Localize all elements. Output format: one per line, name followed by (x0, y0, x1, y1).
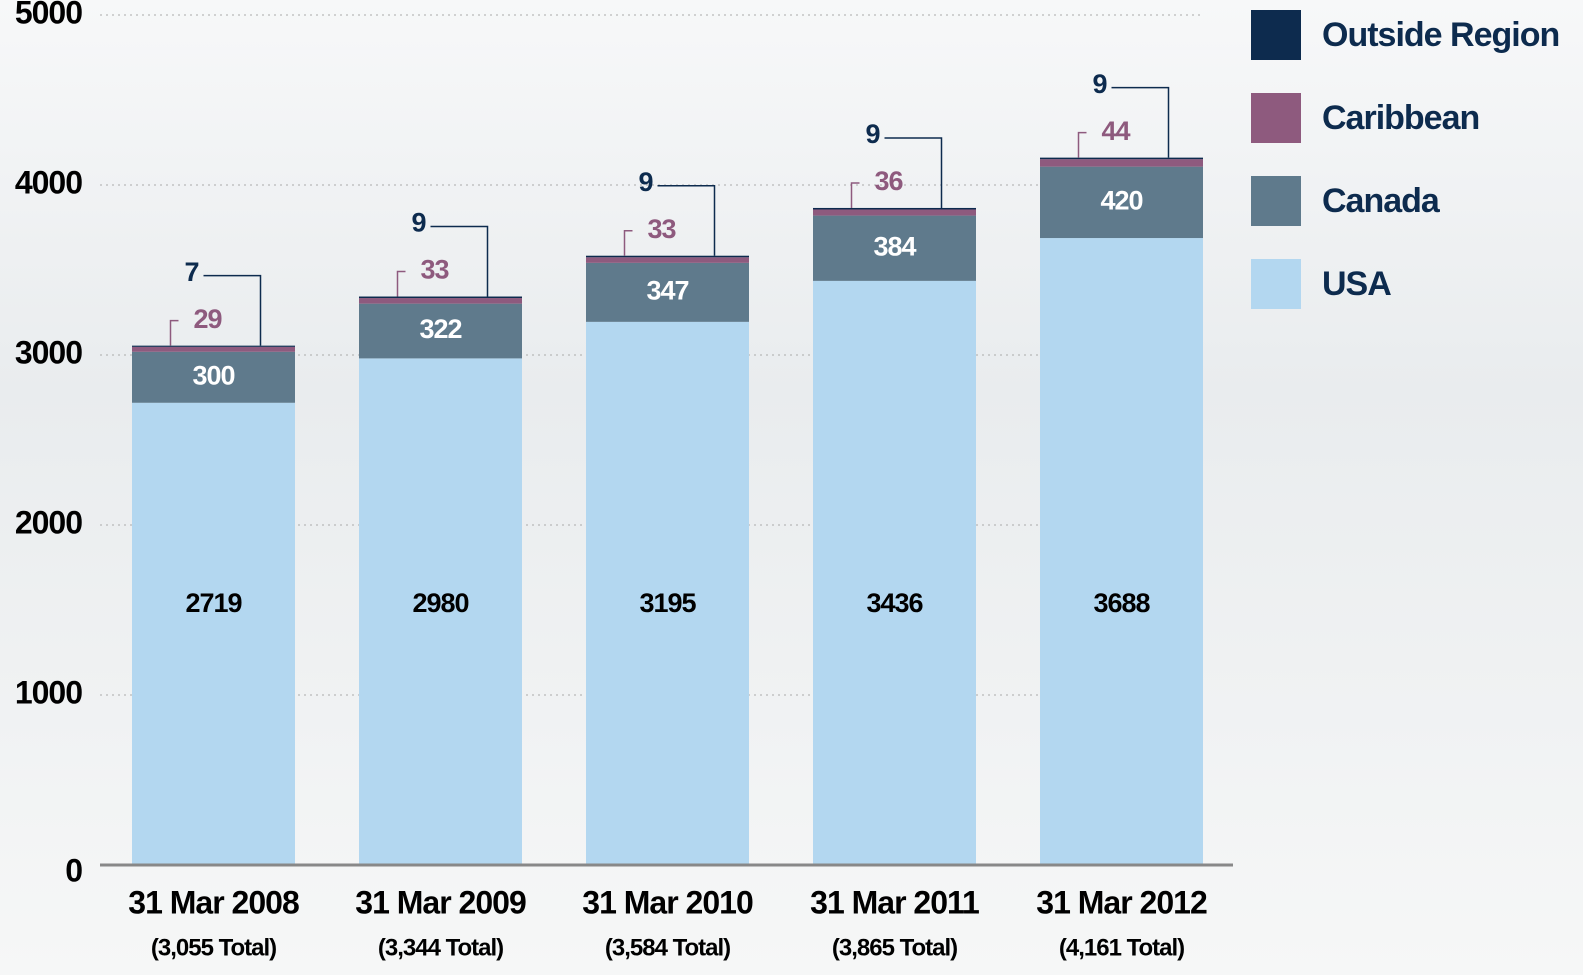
legend-swatch (1251, 176, 1301, 226)
y-tick-label: 3000 (15, 334, 82, 370)
value-label: 3688 (1093, 588, 1150, 618)
value-label: 7 (184, 257, 198, 287)
x-tick-sublabel: (3,584 Total) (605, 934, 730, 961)
legend-swatch (1251, 93, 1301, 143)
x-tick-label: 31 Mar 2010 (582, 884, 753, 920)
value-label: 33 (421, 255, 450, 285)
value-label: 2719 (185, 588, 242, 618)
bar-segment (1040, 238, 1203, 865)
legend-label: USA (1322, 265, 1391, 303)
bar-segment (586, 257, 749, 263)
bar-segment (1040, 158, 1203, 160)
x-tick-sublabel: (3,055 Total) (151, 934, 276, 961)
value-label: 33 (648, 214, 677, 244)
bar-segment (813, 209, 976, 215)
legend-swatch (1251, 10, 1301, 60)
value-label: 36 (875, 166, 904, 196)
value-label: 384 (873, 231, 916, 261)
x-tick-label: 31 Mar 2011 (810, 884, 979, 920)
x-tick-sublabel: (3,865 Total) (832, 934, 957, 961)
value-label: 3195 (639, 588, 696, 618)
legend-label: Caribbean (1322, 99, 1479, 137)
bar-segment (813, 208, 976, 210)
legend-swatch (1251, 259, 1301, 309)
legend-label: Canada (1322, 182, 1441, 220)
value-label: 347 (646, 275, 688, 305)
bar-segment (586, 256, 749, 258)
value-label: 9 (1092, 69, 1107, 99)
value-label: 9 (411, 208, 426, 238)
legend-label: Outside Region (1322, 16, 1559, 54)
y-tick-label: 1000 (15, 674, 82, 710)
value-label: 300 (192, 360, 234, 390)
y-tick-label: 5000 (15, 0, 82, 30)
value-label: 9 (638, 167, 653, 197)
bar-segment (132, 403, 295, 865)
x-tick-sublabel: (3,344 Total) (378, 934, 503, 961)
bar-segment (132, 346, 295, 347)
x-tick-label: 31 Mar 2008 (128, 884, 299, 920)
y-tick-label: 4000 (15, 164, 82, 200)
x-tick-sublabel: (4,161 Total) (1059, 934, 1184, 961)
value-label: 2980 (412, 588, 468, 618)
value-label: 322 (419, 314, 461, 344)
chart: 0 1000 2000 3000 4000 5000 2719 300 29 7 31 Mar 20… (0, 0, 1583, 975)
x-tick-label: 31 Mar 2012 (1036, 884, 1207, 920)
y-tick-label: 2000 (15, 504, 82, 540)
bar-segment (813, 281, 976, 865)
x-tick-label: 31 Mar 2009 (355, 884, 526, 920)
value-label: 420 (1100, 185, 1142, 215)
bar-segment (359, 297, 522, 299)
bar-segment (359, 298, 522, 304)
value-label: 9 (865, 119, 880, 149)
bar-segment (132, 347, 295, 352)
value-label: 29 (194, 304, 223, 334)
y-tick-label: 0 (65, 852, 82, 888)
value-label: 44 (1102, 116, 1131, 146)
bar-segment (1040, 159, 1203, 166)
value-label: 3436 (866, 588, 923, 618)
